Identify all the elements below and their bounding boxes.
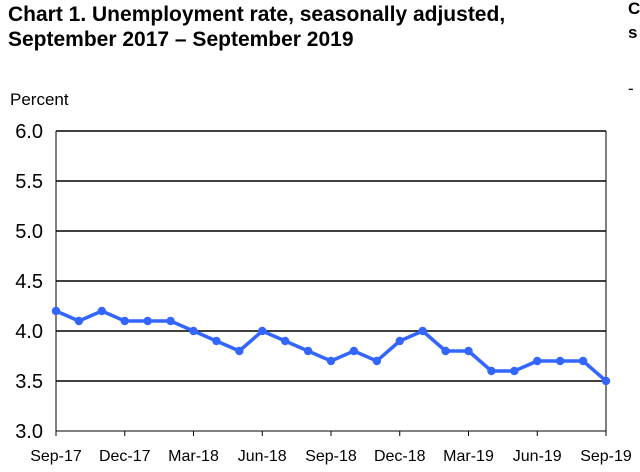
y-axis-label: Percent — [10, 90, 69, 109]
data-point: Feb-19: 3.8 — [441, 346, 450, 356]
data-point: Sep-17: 4.2 — [51, 306, 61, 316]
chart-title: Chart 1. Unemployment rate, seasonally a… — [8, 2, 608, 52]
data-point: Jun-19: 3.7 — [533, 356, 542, 366]
data-point: May-18: 3.8 — [235, 346, 244, 356]
chart-title-line-1: Chart 1. Unemployment rate, seasonally a… — [8, 3, 506, 26]
x-tick-label: Sep-19 — [580, 448, 632, 465]
y-tick-labels: 3.0 3.5 4.0 4.5 5.0 5.5 6.0 — [15, 121, 43, 443]
data-point: Oct-17: 4.1 — [74, 316, 84, 326]
data-point: Jun-18: 4 — [258, 326, 267, 336]
data-point: Dec-17: 4.1 — [120, 316, 129, 326]
x-tick-label: Jun-19 — [513, 448, 562, 465]
series-line — [54, 309, 608, 383]
data-point: Oct-18: 3.8 — [349, 346, 359, 356]
data-point: Dec-18: 3.9 — [395, 336, 404, 346]
data-point: Mar-18: 4 — [189, 326, 198, 336]
x-tick-label: Mar-18 — [168, 448, 219, 465]
y-tick-label: 4.5 — [15, 271, 43, 293]
edge-text-fragment: C — [628, 0, 640, 18]
data-point: Nov-18: 3.7 — [372, 356, 382, 366]
data-point: Jul-18: 3.9 — [280, 336, 290, 346]
x-tick-label: Dec-18 — [374, 448, 426, 465]
data-point: Mar-19: 3.8 — [464, 346, 473, 356]
data-point: Sep-18: 3.7 — [326, 356, 336, 366]
y-tick-label: 3.5 — [15, 371, 43, 393]
y-tick-label: 4.0 — [15, 321, 43, 343]
edge-text-fragment: s — [628, 24, 638, 42]
data-point: Sep-19: 3.5 — [601, 376, 611, 386]
y-tick-label: 3.0 — [15, 421, 43, 443]
data-point: Jul-19: 3.7 — [555, 356, 565, 366]
data-point: Aug-18: 3.8 — [303, 346, 313, 356]
chart-title-line-2: September 2017 – September 2019 — [8, 28, 354, 51]
edge-text-fragment: - — [628, 80, 634, 98]
data-point: Nov-17: 4.2 — [97, 306, 107, 316]
gridlines — [56, 130, 606, 382]
data-point: Apr-19: 3.6 — [487, 366, 496, 376]
data-point: Jan-19: 4 — [418, 326, 427, 336]
x-tick-label: Jun-18 — [238, 448, 287, 465]
data-point: May-19: 3.6 — [510, 366, 519, 376]
x-tick-label: Sep-18 — [305, 448, 357, 465]
y-tick-label: 5.0 — [15, 221, 43, 243]
x-tick-label: Mar-19 — [443, 448, 494, 465]
series-unemployment-rate: Sep-17: 4.2 Oct-17: 4.1 Nov-17: 4.2 Dec-17:… — [51, 306, 611, 386]
data-point: Jan-18: 4.1 — [143, 316, 152, 326]
x-tick-labels: Sep-17 Dec-17 Mar-18 Jun-18 Sep-18 Dec-18 Mar-… — [30, 431, 632, 465]
x-tick-label: Sep-17 — [30, 448, 82, 465]
data-point: Aug-19: 3.7 — [578, 356, 588, 366]
x-tick-label: Dec-17 — [99, 448, 151, 465]
data-point: Apr-18: 3.9 — [212, 336, 221, 346]
y-tick-label: 6.0 — [15, 121, 43, 143]
y-tick-label: 5.5 — [15, 171, 43, 193]
data-point: Feb-18: 4.1 — [166, 316, 175, 326]
